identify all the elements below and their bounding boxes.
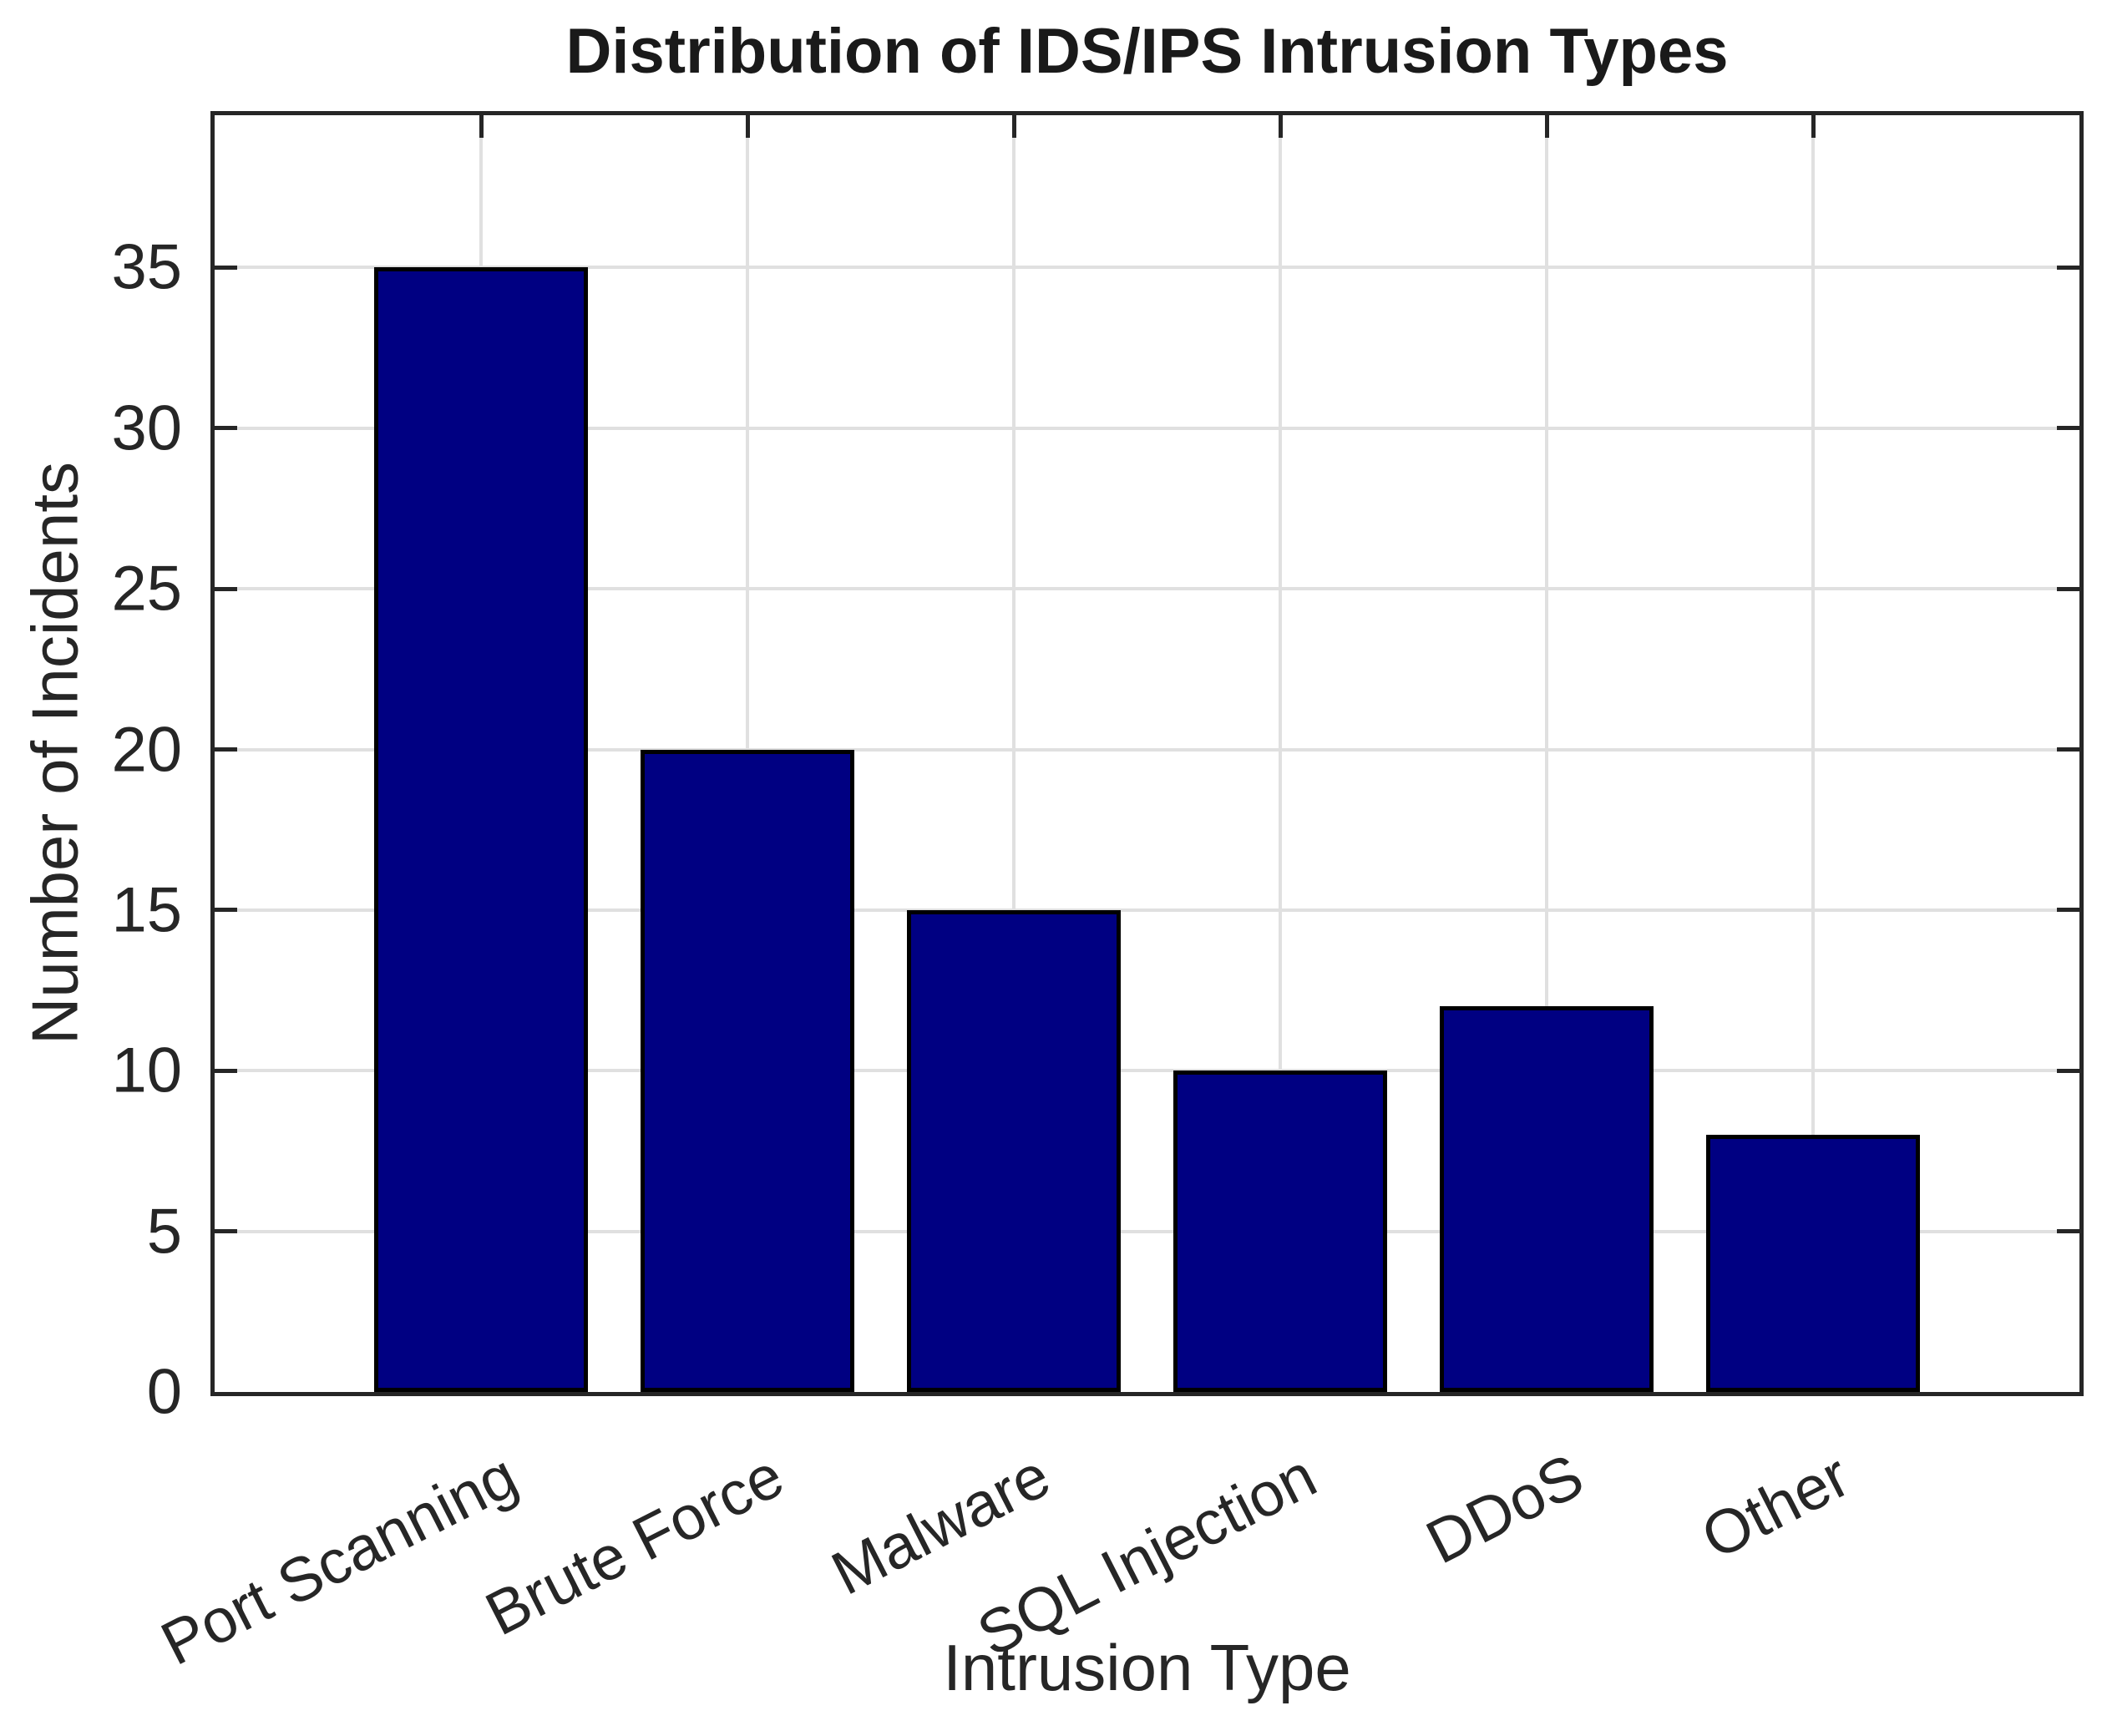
y-tick-right [2057, 586, 2079, 591]
gridline-horizontal [215, 1229, 2079, 1233]
gridline-horizontal [215, 266, 2079, 270]
bar-port-scanning [374, 267, 588, 1392]
y-tick-right [2057, 426, 2079, 431]
y-tick-label: 35 [111, 231, 182, 303]
x-tick-label: Brute Force [474, 1440, 795, 1649]
x-tick-top [1011, 115, 1016, 138]
x-tick-top [479, 115, 484, 138]
y-tick-right [2057, 265, 2079, 270]
x-axis-label: Intrusion Type [943, 1631, 1351, 1704]
chart-title: Distribution of IDS/IPS Intrusion Types [565, 16, 1729, 87]
gridline-horizontal [215, 587, 2079, 591]
y-tick-label: 30 [111, 392, 182, 464]
gridline-vertical [1279, 115, 1282, 1392]
x-tick-label: DDoS [1415, 1440, 1594, 1577]
bar-sql-injection [1173, 1070, 1387, 1392]
y-axis-label: Number of Incidents [18, 461, 92, 1045]
gridline-vertical [1012, 115, 1016, 1392]
y-tick-label: 25 [111, 553, 182, 625]
gridline-horizontal [215, 426, 2079, 430]
y-tick-left [215, 586, 237, 591]
gridline-vertical [1545, 115, 1548, 1392]
x-tick-top [1278, 115, 1283, 138]
y-tick-left [215, 908, 237, 913]
bar-ddos [1440, 1006, 1654, 1392]
plot-area [210, 111, 2084, 1396]
y-tick-left [215, 747, 237, 752]
y-tick-left [215, 426, 237, 431]
y-tick-right [2057, 1068, 2079, 1073]
bar-malware [907, 909, 1121, 1392]
y-tick-label: 15 [111, 874, 182, 946]
x-tick-top [1544, 115, 1549, 138]
x-tick-top [1811, 115, 1816, 138]
y-tick-label: 20 [111, 714, 182, 785]
gridline-horizontal [215, 908, 2079, 912]
x-tick-top [745, 115, 750, 138]
gridline-vertical [1811, 115, 1815, 1392]
y-tick-left [215, 1229, 237, 1234]
bar-other [1706, 1135, 1920, 1392]
gridline-horizontal [215, 747, 2079, 752]
y-tick-label: 5 [146, 1196, 182, 1268]
y-tick-left [215, 265, 237, 270]
y-tick-right [2057, 747, 2079, 752]
y-tick-label: 10 [111, 1035, 182, 1106]
y-tick-right [2057, 908, 2079, 913]
y-tick-right [2057, 1229, 2079, 1234]
y-tick-left [215, 1068, 237, 1073]
gridline-horizontal [215, 1069, 2079, 1073]
bar-brute-force [641, 749, 854, 1392]
x-tick-label: Other [1690, 1440, 1861, 1572]
y-tick-label: 0 [146, 1356, 182, 1428]
